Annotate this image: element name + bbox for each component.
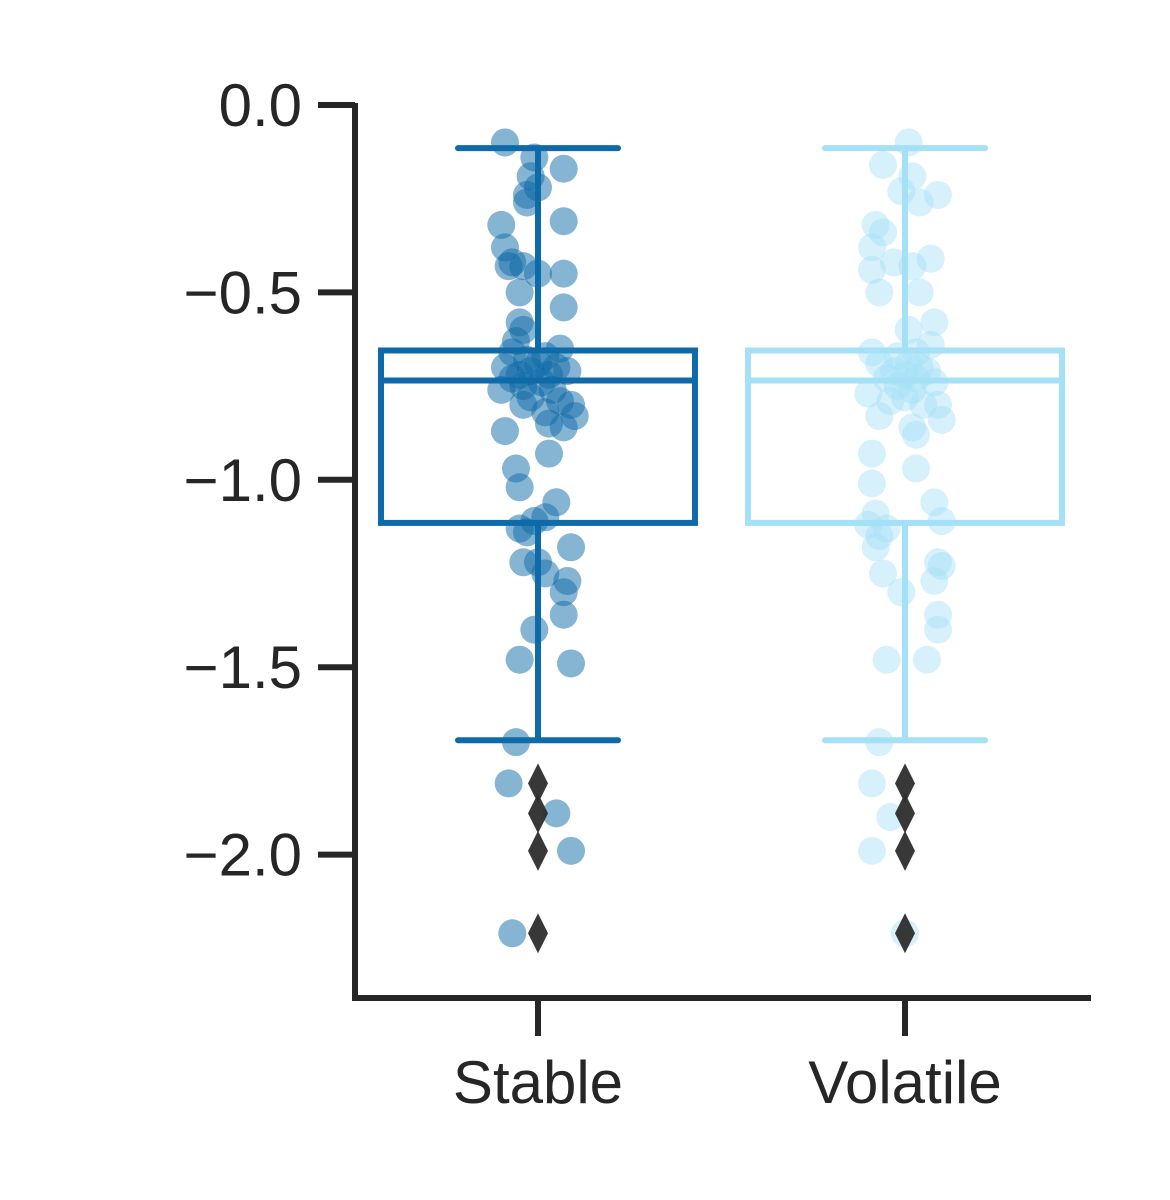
data-point	[557, 836, 586, 865]
data-point	[927, 405, 956, 434]
data-point	[865, 402, 894, 431]
y-tick-label: 0.0	[219, 72, 302, 139]
data-point	[894, 128, 923, 157]
data-point	[857, 769, 886, 798]
data-point	[905, 353, 934, 382]
data-point	[887, 578, 916, 607]
data-point	[865, 522, 894, 551]
data-point	[549, 413, 578, 442]
data-point	[549, 154, 578, 183]
data-point	[902, 454, 931, 483]
data-point	[920, 566, 949, 595]
outlier-marker	[895, 830, 915, 871]
data-point	[927, 552, 956, 581]
scatter-points-layer	[487, 128, 956, 948]
ticks-layer: 0.0 −0.5 −1.0 −1.5 −2.0 Stable Volatile	[184, 72, 1002, 1116]
data-point	[520, 615, 549, 644]
data-point	[857, 439, 886, 468]
y-tick-label: −2.0	[184, 822, 302, 889]
data-point	[490, 417, 519, 446]
data-point	[549, 259, 578, 288]
data-point	[905, 278, 934, 307]
data-point	[868, 218, 897, 247]
boxes-layer	[378, 145, 1065, 744]
data-point	[498, 919, 527, 948]
outliers-layer	[528, 763, 915, 954]
data-point	[857, 255, 886, 284]
data-point	[916, 244, 945, 273]
data-point	[861, 533, 890, 562]
data-point	[549, 578, 578, 607]
data-point	[909, 390, 938, 419]
data-point	[876, 387, 905, 416]
outlier-marker	[895, 793, 915, 834]
data-point	[535, 439, 564, 468]
data-point	[557, 533, 586, 562]
data-point	[872, 645, 901, 674]
data-point	[920, 308, 949, 337]
data-point	[857, 836, 886, 865]
x-tick-label: Stable	[453, 1049, 623, 1116]
data-point	[857, 469, 886, 498]
outlier-marker	[895, 763, 915, 804]
y-tick-label: −1.5	[184, 634, 302, 701]
data-point	[924, 600, 953, 629]
y-tick-label: −1.0	[184, 447, 302, 514]
data-point	[857, 233, 886, 262]
data-point	[920, 488, 949, 517]
data-point	[879, 248, 908, 277]
data-point	[505, 645, 534, 674]
data-point	[924, 615, 953, 644]
outlier-marker	[528, 830, 548, 871]
data-point	[924, 180, 953, 209]
data-point	[887, 177, 916, 206]
data-point	[549, 600, 578, 629]
data-point	[487, 210, 516, 239]
data-point	[509, 390, 538, 419]
y-tick-label: −0.5	[184, 259, 302, 326]
data-point	[894, 349, 923, 378]
data-point	[512, 188, 541, 217]
data-point	[924, 548, 953, 577]
data-point	[854, 379, 883, 408]
data-point	[861, 210, 890, 239]
outlier-marker	[528, 763, 548, 804]
outlier-marker	[528, 793, 548, 834]
data-point	[868, 150, 897, 179]
data-point	[898, 413, 927, 442]
data-point	[868, 559, 897, 588]
data-point	[894, 315, 923, 344]
data-point	[913, 645, 942, 674]
data-point	[490, 128, 519, 157]
data-point	[924, 390, 953, 419]
data-point	[505, 473, 534, 502]
data-point	[891, 383, 919, 412]
data-point	[865, 278, 894, 307]
x-tick-label: Volatile	[808, 1049, 1001, 1116]
axes-layer	[352, 103, 1091, 1001]
data-point	[549, 293, 578, 322]
data-point	[494, 769, 523, 798]
data-point	[549, 207, 578, 236]
data-point	[505, 278, 534, 307]
outlier-marker	[895, 913, 915, 954]
outlier-marker	[528, 913, 548, 954]
data-point	[865, 349, 894, 378]
data-point	[902, 420, 931, 449]
data-point	[557, 649, 586, 678]
data-point	[542, 799, 571, 828]
data-point	[905, 188, 934, 217]
